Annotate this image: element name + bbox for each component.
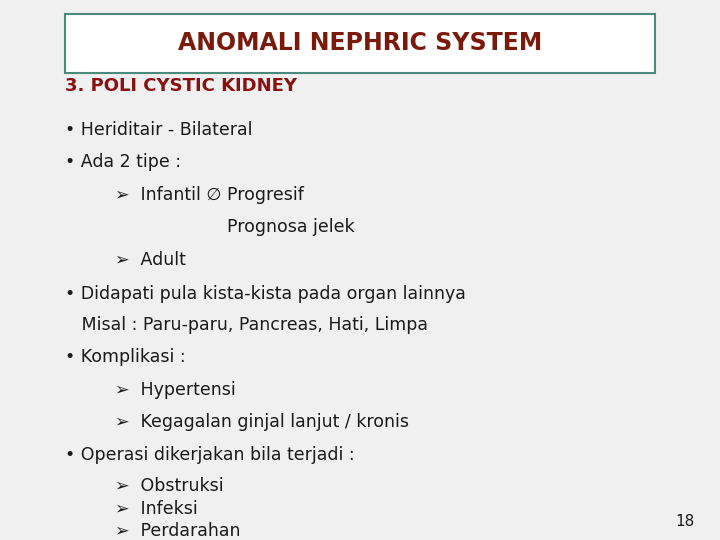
Text: ➢  Perdarahan: ➢ Perdarahan [115, 522, 240, 540]
Text: ➢  Kegagalan ginjal lanjut / kronis: ➢ Kegagalan ginjal lanjut / kronis [115, 413, 409, 431]
Text: ➢  Infeksi: ➢ Infeksi [115, 500, 198, 518]
Text: ➢  Infantil ∅ Progresif: ➢ Infantil ∅ Progresif [115, 186, 304, 205]
Text: ANOMALI NEPHRIC SYSTEM: ANOMALI NEPHRIC SYSTEM [178, 31, 542, 55]
Text: • Heriditair - Bilateral: • Heriditair - Bilateral [65, 120, 252, 139]
Text: • Komplikasi :: • Komplikasi : [65, 348, 186, 367]
Text: 3. POLI CYSTIC KIDNEY: 3. POLI CYSTIC KIDNEY [65, 77, 297, 96]
Text: • Operasi dikerjakan bila terjadi :: • Operasi dikerjakan bila terjadi : [65, 446, 354, 464]
Text: Misal : Paru-paru, Pancreas, Hati, Limpa: Misal : Paru-paru, Pancreas, Hati, Limpa [65, 316, 428, 334]
Text: Prognosa jelek: Prognosa jelek [227, 218, 354, 236]
Text: • Ada 2 tipe :: • Ada 2 tipe : [65, 153, 181, 171]
Text: ➢  Hypertensi: ➢ Hypertensi [115, 381, 236, 399]
Text: ➢  Obstruksi: ➢ Obstruksi [115, 477, 224, 495]
FancyBboxPatch shape [65, 14, 655, 73]
Text: 18: 18 [675, 514, 695, 529]
Text: ➢  Adult: ➢ Adult [115, 251, 186, 269]
Text: • Didapati pula kista-kista pada organ lainnya: • Didapati pula kista-kista pada organ l… [65, 285, 466, 303]
